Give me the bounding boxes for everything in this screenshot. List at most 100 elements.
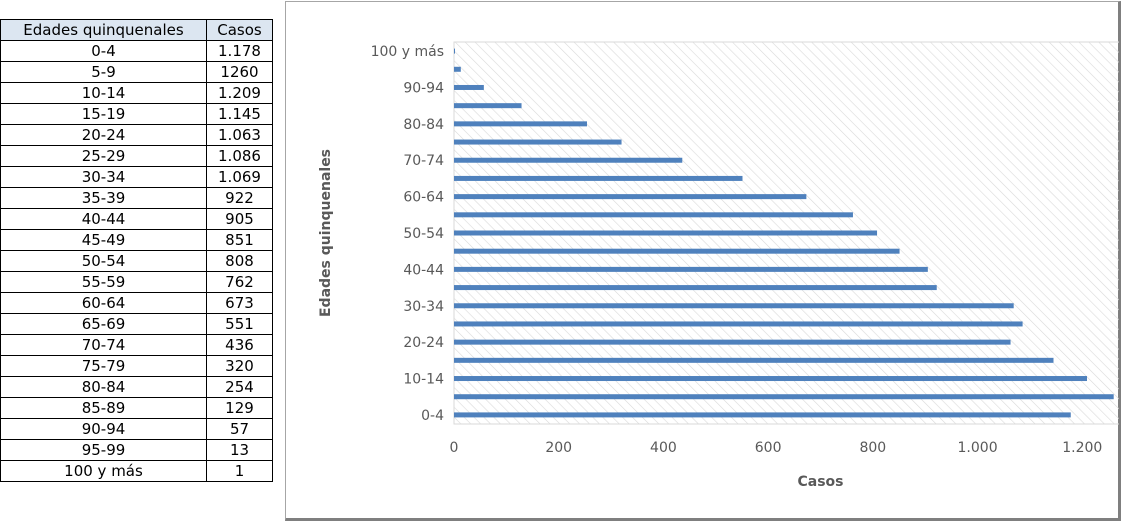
age-group-cell[interactable]: 95-99 <box>0 439 207 461</box>
cases-table: Edades quinquenales Casos 0-4 1.178 5-9 126… <box>0 19 273 482</box>
age-group-cell[interactable]: 0-4 <box>0 40 207 62</box>
age-group-cell[interactable]: 60-64 <box>0 292 207 314</box>
bar-65-69[interactable] <box>454 175 743 181</box>
bar-55-59[interactable] <box>454 212 853 218</box>
cases-cell[interactable]: 1.069 <box>206 166 273 188</box>
bar-20-24[interactable] <box>454 339 1011 345</box>
age-group-cell[interactable]: 100 y más <box>0 460 207 482</box>
cases-cell[interactable]: 922 <box>206 187 273 209</box>
cases-cell[interactable]: 1260 <box>206 61 273 83</box>
header-cases[interactable]: Casos <box>206 19 273 41</box>
age-group-cell[interactable]: 85-89 <box>0 397 207 419</box>
age-group-cell[interactable]: 55-59 <box>0 271 207 293</box>
bar-100-y-más[interactable] <box>454 48 455 54</box>
header-age-groups[interactable]: Edades quinquenales <box>0 19 207 41</box>
table-row: 60-64 673 <box>0 292 273 314</box>
cases-cell[interactable]: 1.086 <box>206 145 273 167</box>
bar-80-84[interactable] <box>454 121 587 127</box>
age-group-cell[interactable]: 20-24 <box>0 124 207 146</box>
bar-5-9[interactable] <box>454 394 1114 400</box>
age-group-cell[interactable]: 80-84 <box>0 376 207 398</box>
table-body: 0-4 1.178 5-9 1260 10-14 1.209 15-19 1.145 20-24… <box>0 40 273 482</box>
bar-10-14[interactable] <box>454 376 1087 382</box>
x-tick-label: 1.000 <box>958 440 998 456</box>
y-tick-label: 0-4 <box>421 408 444 424</box>
age-group-cell[interactable]: 30-34 <box>0 166 207 188</box>
table-row: 20-24 1.063 <box>0 124 273 146</box>
age-group-cell[interactable]: 35-39 <box>0 187 207 209</box>
age-group-cell[interactable]: 70-74 <box>0 334 207 356</box>
age-group-cell[interactable]: 45-49 <box>0 229 207 251</box>
cases-cell[interactable]: 1 <box>206 460 273 482</box>
bar-15-19[interactable] <box>454 357 1054 363</box>
y-tick-label: 30-34 <box>403 299 444 315</box>
y-tick-label: 100 y más <box>371 44 444 60</box>
y-tick-label: 20-24 <box>403 335 444 351</box>
cases-cell[interactable]: 13 <box>206 439 273 461</box>
cases-cell[interactable]: 551 <box>206 313 273 335</box>
bar-90-94[interactable] <box>454 84 484 90</box>
bar-95-99[interactable] <box>454 66 461 72</box>
y-axis-ticks: 0-4 10-14 20-24 30-34 40-44 50-54 60-64 70-74 80… <box>371 44 445 424</box>
cases-cell[interactable]: 762 <box>206 271 273 293</box>
table-header-row: Edades quinquenales Casos <box>0 19 273 41</box>
bar-50-54[interactable] <box>454 230 878 236</box>
cases-cell[interactable]: 905 <box>206 208 273 230</box>
table-row: 95-99 13 <box>0 439 273 461</box>
table-row: 90-94 57 <box>0 418 273 440</box>
bar-60-64[interactable] <box>454 194 807 200</box>
age-group-cell[interactable]: 75-79 <box>0 355 207 377</box>
age-group-cell[interactable]: 5-9 <box>0 61 207 83</box>
bar-70-74[interactable] <box>454 157 683 163</box>
cases-cell[interactable]: 808 <box>206 250 273 272</box>
age-group-cell[interactable]: 40-44 <box>0 208 207 230</box>
y-tick-label: 90-94 <box>403 80 444 96</box>
x-tick-label: 400 <box>650 440 677 456</box>
y-tick-label: 60-64 <box>403 190 444 206</box>
y-tick-label: 50-54 <box>403 226 444 242</box>
age-group-cell[interactable]: 65-69 <box>0 313 207 335</box>
table-row: 50-54 808 <box>0 250 273 272</box>
cases-cell[interactable]: 1.063 <box>206 124 273 146</box>
chart-area[interactable]: 0-4 10-14 20-24 30-34 40-44 50-54 60-64 70-74 80… <box>285 1 1121 521</box>
cases-cell[interactable]: 673 <box>206 292 273 314</box>
age-group-cell[interactable]: 50-54 <box>0 250 207 272</box>
cases-cell[interactable]: 1.209 <box>206 82 273 104</box>
data-table: Edades quinquenales Casos 0-4 1.178 5-9 126… <box>0 19 273 482</box>
table-row: 75-79 320 <box>0 355 273 377</box>
y-tick-label: 40-44 <box>403 262 444 278</box>
table-row: 0-4 1.178 <box>0 40 273 62</box>
table-row: 35-39 922 <box>0 187 273 209</box>
cases-cell[interactable]: 254 <box>206 376 273 398</box>
cases-cell[interactable]: 436 <box>206 334 273 356</box>
y-axis-title: Edades quinquenales <box>318 149 334 317</box>
cases-cell[interactable]: 851 <box>206 229 273 251</box>
bar-85-89[interactable] <box>454 103 522 109</box>
bar-40-44[interactable] <box>454 266 928 272</box>
cases-cell[interactable]: 129 <box>206 397 273 419</box>
bar-45-49[interactable] <box>454 248 900 254</box>
table-row: 5-9 1260 <box>0 61 273 83</box>
bar-35-39[interactable] <box>454 285 937 291</box>
bar-75-79[interactable] <box>454 139 622 145</box>
bar-25-29[interactable] <box>454 321 1023 327</box>
age-group-cell[interactable]: 25-29 <box>0 145 207 167</box>
bars-group <box>454 48 1114 418</box>
age-group-cell[interactable]: 15-19 <box>0 103 207 125</box>
x-tick-label: 800 <box>859 440 886 456</box>
cases-cell[interactable]: 320 <box>206 355 273 377</box>
bar-chart: 0-4 10-14 20-24 30-34 40-44 50-54 60-64 70-74 80… <box>318 41 1119 490</box>
age-group-cell[interactable]: 10-14 <box>0 82 207 104</box>
cases-cell[interactable]: 1.145 <box>206 103 273 125</box>
table-row: 55-59 762 <box>0 271 273 293</box>
bar-30-34[interactable] <box>454 303 1014 309</box>
cases-cell[interactable]: 57 <box>206 418 273 440</box>
bar-0-4[interactable] <box>454 412 1071 418</box>
x-axis-title: Casos <box>797 474 843 490</box>
table-row: 80-84 254 <box>0 376 273 398</box>
age-group-cell[interactable]: 90-94 <box>0 418 207 440</box>
cases-cell[interactable]: 1.178 <box>206 40 273 62</box>
table-row: 40-44 905 <box>0 208 273 230</box>
table-row: 25-29 1.086 <box>0 145 273 167</box>
